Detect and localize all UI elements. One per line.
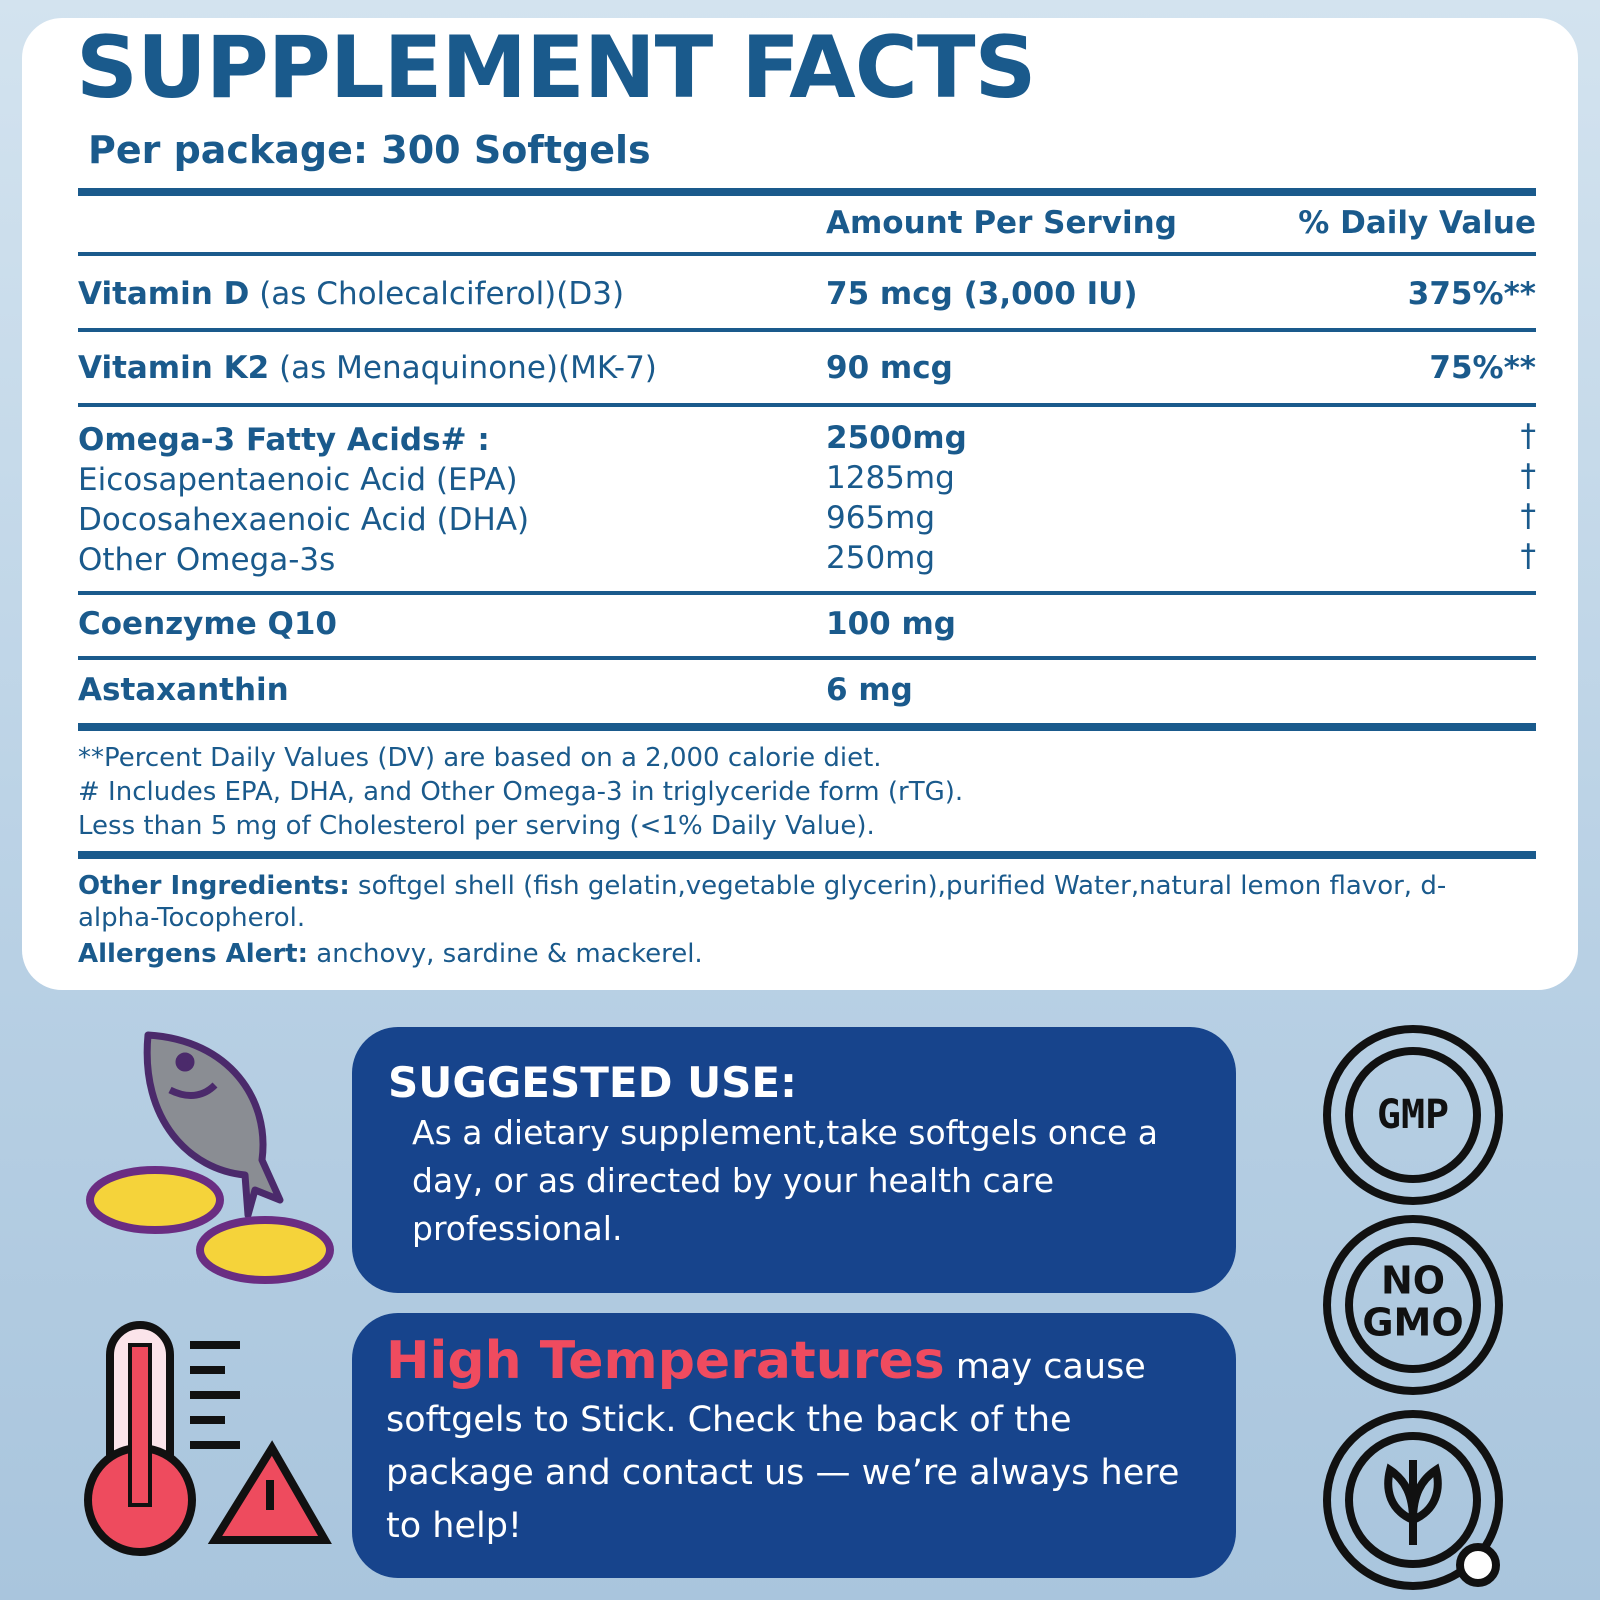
rule	[78, 656, 1536, 660]
label: Allergens Alert:	[78, 939, 309, 969]
nutrient: Vitamin K2	[78, 350, 270, 386]
rule	[78, 723, 1536, 731]
footnote: Less than 5 mg of Cholesterol per servin…	[78, 811, 875, 841]
label: Other Ingredients:	[78, 871, 350, 901]
row-name: Vitamin D (as Cholecalciferol)(D3)	[78, 276, 624, 312]
other-ingredients: Other Ingredients: softgel shell (fish g…	[78, 870, 1478, 934]
daily-value: †	[1520, 498, 1537, 534]
suggested-use: SUGGESTED USE: As a dietary supplement,t…	[352, 1027, 1236, 1293]
fish-icon	[143, 1031, 284, 1219]
allergens: Allergens Alert: anchovy, sardine & mack…	[78, 938, 703, 970]
rule	[78, 851, 1536, 859]
badges	[1323, 1025, 1503, 1590]
amount: 90 mcg	[826, 350, 953, 386]
facts-card	[22, 18, 1578, 990]
amount: 250mg	[826, 540, 936, 576]
badge-text: NO	[1381, 1259, 1445, 1303]
daily-value: †	[1520, 538, 1537, 574]
badge-text: GMO	[1362, 1301, 1463, 1345]
column-header: Amount Per Serving	[826, 205, 1177, 241]
row-name: Vitamin K2 (as Menaquinone)(MK-7)	[78, 350, 657, 386]
nutrient: Other Omega-3s	[78, 542, 336, 578]
footnote: **Percent Daily Values (DV) are based on…	[78, 743, 882, 773]
daily-value: 375%**	[1407, 276, 1536, 312]
amount: 2500mg	[826, 420, 967, 456]
rule	[78, 328, 1536, 332]
daily-value: †	[1520, 458, 1537, 494]
softgel-icon	[196, 1216, 334, 1284]
text: anchovy, sardine & mackerel.	[316, 939, 703, 969]
nutrient-detail: (as Cholecalciferol)(D3)	[259, 276, 625, 312]
softgel-icon	[86, 1166, 224, 1234]
nutrient: Astaxanthin	[78, 672, 289, 708]
amount: 965mg	[826, 500, 936, 536]
thermometer-icon	[84, 1321, 332, 1556]
rule	[78, 591, 1536, 595]
amount: 1285mg	[826, 460, 955, 496]
nutrient-detail: (as Menaquinone)(MK-7)	[279, 350, 657, 386]
badge-text: GMP	[1377, 1092, 1449, 1138]
warning: High Temperatures may cause softgels to …	[352, 1313, 1236, 1578]
heading: SUGGESTED USE:	[388, 1058, 797, 1107]
nutrient: Omega-3 Fatty Acids# :	[78, 422, 490, 458]
nutrient: Docosahexaenoic Acid (DHA)	[78, 502, 530, 538]
subtitle: Per package: 300 Softgels	[88, 128, 651, 172]
nutrient: Vitamin D	[78, 276, 250, 312]
title: SUPPLEMENT FACTS	[76, 18, 1036, 118]
amount: 6 mg	[826, 672, 913, 708]
nutrient: Eicosapentaenoic Acid (EPA)	[78, 462, 518, 498]
daily-value: †	[1520, 418, 1537, 454]
rule	[78, 252, 1536, 256]
text: As a dietary supplement,take softgels on…	[412, 1113, 1159, 1248]
rule	[78, 188, 1536, 196]
icons: GMP NO GMO	[84, 1025, 1503, 1590]
rule	[78, 403, 1536, 407]
amount: 100 mg	[826, 606, 956, 642]
daily-value: 75%**	[1429, 350, 1536, 386]
column-header: % Daily Value	[1298, 205, 1536, 241]
text: may cause softgels to Stick. Check the b…	[386, 1347, 1180, 1546]
nutrient: Coenzyme Q10	[78, 606, 338, 642]
amount: 75 mcg (3,000 IU)	[826, 276, 1138, 312]
highlight: High Temperatures	[386, 1331, 945, 1391]
text: softgel shell (fish gelatin,vegetable gl…	[78, 871, 1447, 933]
footnote: # Includes EPA, DHA, and Other Omega-3 i…	[78, 777, 964, 807]
